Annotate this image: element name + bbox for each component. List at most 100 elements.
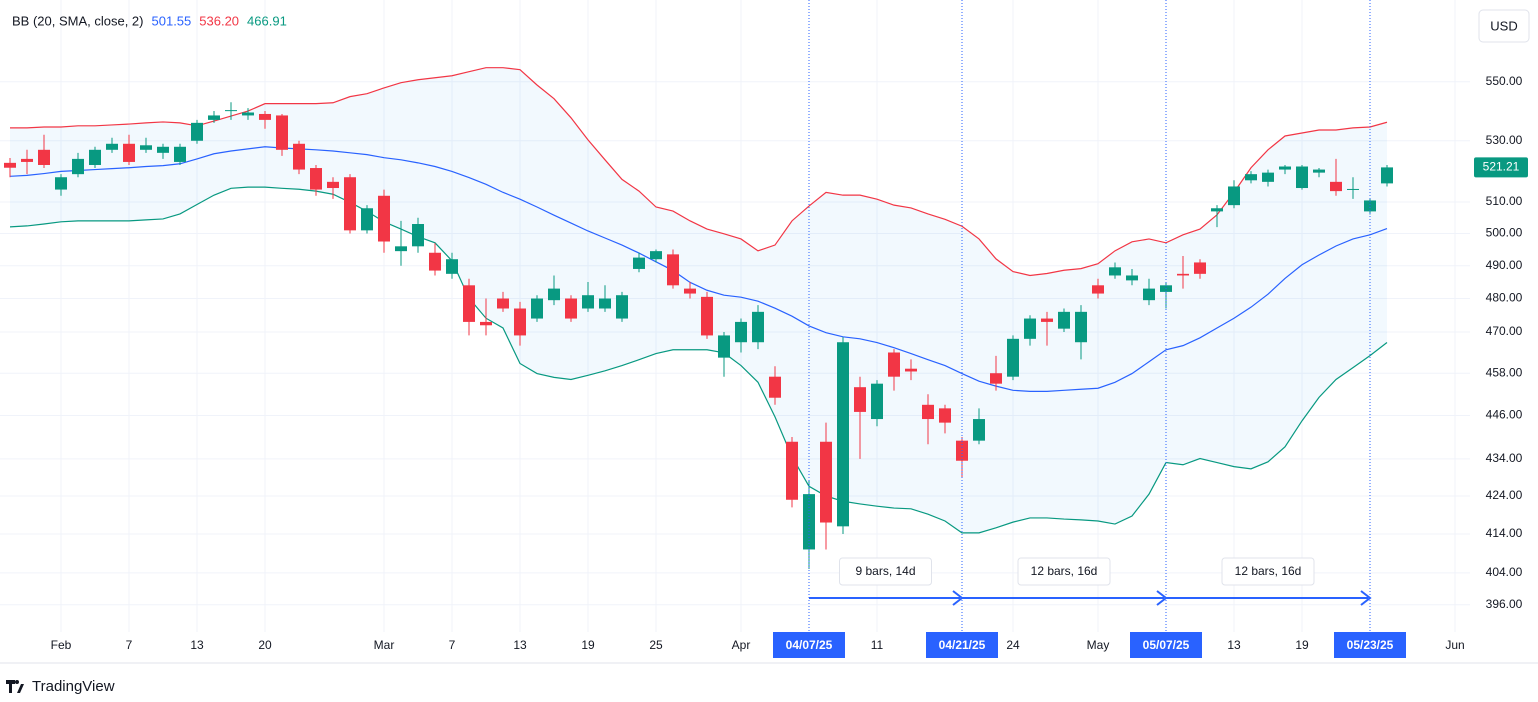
candle-body <box>1143 288 1155 301</box>
range-label-box <box>1221 557 1315 586</box>
range-label-box <box>1017 557 1111 586</box>
candle-body <box>1381 167 1393 184</box>
y-tick-label: 510.00 <box>1486 194 1523 208</box>
candle-body <box>497 298 509 309</box>
candle-body <box>1330 181 1342 192</box>
candles <box>4 102 1393 569</box>
candle-body <box>1364 200 1376 212</box>
branding: TradingView <box>32 678 115 695</box>
candle-body <box>1041 318 1053 322</box>
candle-body <box>395 246 407 252</box>
band-line <box>9 186 1388 534</box>
x-tick-label: 13 <box>513 638 527 652</box>
candle-body <box>225 110 237 112</box>
candle-body <box>21 158 33 162</box>
candle-body <box>174 146 186 162</box>
candle-body <box>650 251 662 260</box>
candle-body <box>55 177 67 190</box>
candle-body <box>973 419 985 441</box>
y-tick-label: 446.00 <box>1486 408 1523 422</box>
candle-body <box>854 387 866 412</box>
y-tick-label: 550.00 <box>1486 74 1523 88</box>
x-tick-label: 7 <box>126 638 133 652</box>
x-tick-label: 7 <box>449 638 456 652</box>
currency-box[interactable] <box>1478 9 1530 43</box>
x-label-highlight <box>1130 632 1202 658</box>
axes: 550.00 530.00 510.00 500.00 490.00 480.00 470.… <box>51 74 1528 658</box>
candle-body <box>1177 273 1189 276</box>
candle-body <box>1109 267 1121 276</box>
candle-body <box>582 295 594 309</box>
x-label-highlight <box>926 632 998 658</box>
candle-body <box>1347 188 1359 190</box>
candle-body <box>1126 275 1138 281</box>
candle-body <box>106 143 118 150</box>
candle-body <box>1194 262 1206 274</box>
x-tick-label: 25 <box>649 638 663 652</box>
y-tick-label: 396.00 <box>1486 597 1523 611</box>
candle-body <box>1245 174 1257 181</box>
candle-body <box>293 143 305 170</box>
range-label: 9 bars, 14d <box>855 564 915 578</box>
candle-body <box>429 252 441 271</box>
x-tick-label: Apr <box>732 638 751 652</box>
x-label-highlight <box>1334 632 1406 658</box>
candle-body <box>888 352 900 377</box>
logo-mark <box>6 680 24 693</box>
range-arrow-head <box>1360 590 1372 606</box>
candle-body <box>242 112 254 116</box>
candle-body <box>4 162 16 168</box>
candle-body <box>463 285 475 322</box>
candle-body <box>310 168 322 190</box>
x-tick-label: 04/21/25 <box>939 638 986 652</box>
candle-body <box>803 494 815 550</box>
candle-body <box>140 145 152 150</box>
candle-body <box>1058 311 1070 329</box>
band-line <box>9 146 1388 392</box>
range-label-box <box>839 557 932 586</box>
candle-body <box>786 441 798 500</box>
x-tick-label: 24 <box>1006 638 1020 652</box>
range-label: 12 bars, 16d <box>1235 564 1302 578</box>
ranges: 9 bars, 14d 12 bars, 16d 12 bars, 16d <box>808 0 1372 632</box>
candle-body <box>72 158 84 175</box>
candle-body <box>1279 166 1291 170</box>
legend-value: 466.91 <box>247 13 287 28</box>
candle-body <box>990 373 1002 384</box>
candle-body <box>1296 166 1308 189</box>
y-tick-label: 470.00 <box>1486 324 1523 338</box>
candle-body <box>752 311 764 343</box>
y-tick-label: 434.00 <box>1486 451 1523 465</box>
candle-body <box>548 288 560 301</box>
candle-body <box>1075 311 1087 343</box>
candle-body <box>1262 172 1274 182</box>
x-tick-label: 19 <box>581 638 595 652</box>
candle-body <box>769 376 781 398</box>
x-label-highlight <box>773 632 845 658</box>
y-tick-label: 414.00 <box>1486 526 1523 540</box>
candle-body <box>735 321 747 343</box>
currency[interactable]: USD <box>1490 18 1517 33</box>
candle-body <box>701 296 713 336</box>
candle-body <box>820 441 832 523</box>
candle-body <box>38 149 50 165</box>
candle-body <box>1024 318 1036 339</box>
candle-body <box>89 149 101 165</box>
candle-body <box>446 259 458 274</box>
candle-body <box>259 113 271 120</box>
x-tick-label: 05/07/25 <box>1143 638 1190 652</box>
candle-body <box>378 195 390 242</box>
candle-body <box>276 115 288 150</box>
x-tick-label: 11 <box>871 638 884 652</box>
x-tick-label: Jun <box>1445 638 1464 652</box>
candle-body <box>1228 186 1240 206</box>
y-tick-label: 480.00 <box>1486 291 1523 305</box>
candle-body <box>1092 285 1104 294</box>
legend: BB (20, SMA, close, 2) 501.55 536.20 466.9… <box>12 13 287 28</box>
indicator-title: BB (20, SMA, close, 2) <box>12 13 144 28</box>
candle-body <box>922 404 934 420</box>
legend-value: 501.55 <box>152 13 192 28</box>
candle-body <box>480 321 492 326</box>
candle-body <box>633 257 645 269</box>
